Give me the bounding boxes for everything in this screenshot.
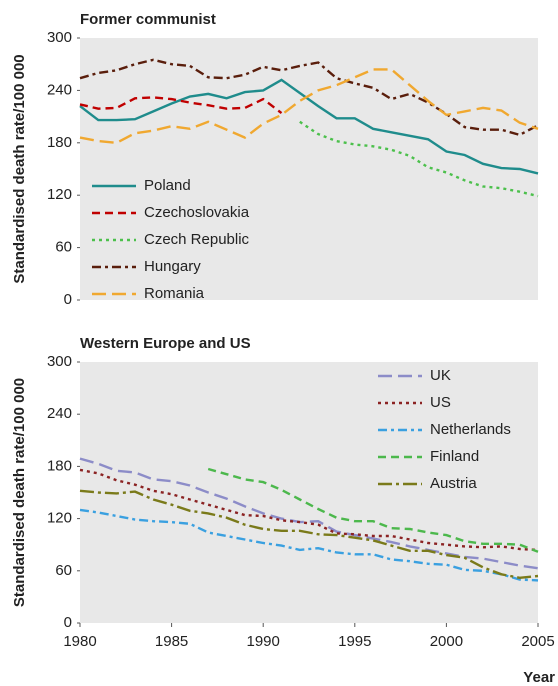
- plot-area: [80, 362, 538, 623]
- legend-label: Hungary: [144, 258, 201, 275]
- y-tick-label: 240: [47, 405, 72, 422]
- y-tick-label: 180: [47, 134, 72, 151]
- x-axis-label: Year: [523, 669, 555, 686]
- y-tick-label: 0: [64, 291, 72, 308]
- legend-label: Poland: [144, 177, 191, 194]
- y-tick-label: 60: [55, 562, 72, 579]
- y-tick-label: 60: [55, 239, 72, 256]
- series-line: [79, 468, 539, 552]
- y-tick-label: 180: [47, 457, 72, 474]
- legend-label: Czechoslovakia: [144, 204, 250, 221]
- panel-title: Western Europe and US: [80, 335, 251, 352]
- x-tick-label: 1985: [155, 633, 188, 650]
- series-line: [79, 78, 539, 175]
- y-axis-label: Standardised death rate/100 000: [11, 378, 28, 607]
- y-axis-label: Standardised death rate/100 000: [11, 54, 28, 283]
- series-line: [207, 467, 539, 553]
- y-tick-label: 120: [47, 510, 72, 527]
- y-tick-label: 120: [47, 186, 72, 203]
- series-line: [79, 508, 539, 582]
- x-tick-label: 1995: [338, 633, 371, 650]
- panel-title: Former communist: [80, 11, 216, 28]
- legend-label: Czech Republic: [144, 231, 250, 248]
- legend-label: Netherlands: [430, 421, 511, 438]
- y-tick-label: 240: [47, 81, 72, 98]
- x-tick-label: 1990: [247, 633, 280, 650]
- legend-label: US: [430, 394, 451, 411]
- series-line: [79, 96, 283, 115]
- legend-label: UK: [430, 367, 451, 384]
- series-line: [299, 120, 539, 198]
- plot-area: [80, 38, 538, 300]
- x-tick-label: 2000: [430, 633, 463, 650]
- x-tick-label: 1980: [63, 633, 96, 650]
- series-line: [79, 68, 539, 145]
- legend-label: Romania: [144, 285, 205, 302]
- series-line: [79, 489, 539, 580]
- x-tick-label: 2005: [521, 633, 554, 650]
- legend-label: Austria: [430, 475, 477, 492]
- legend-label: Finland: [430, 448, 479, 465]
- y-tick-label: 300: [47, 29, 72, 46]
- y-tick-label: 0: [64, 614, 72, 631]
- y-tick-label: 300: [47, 353, 72, 370]
